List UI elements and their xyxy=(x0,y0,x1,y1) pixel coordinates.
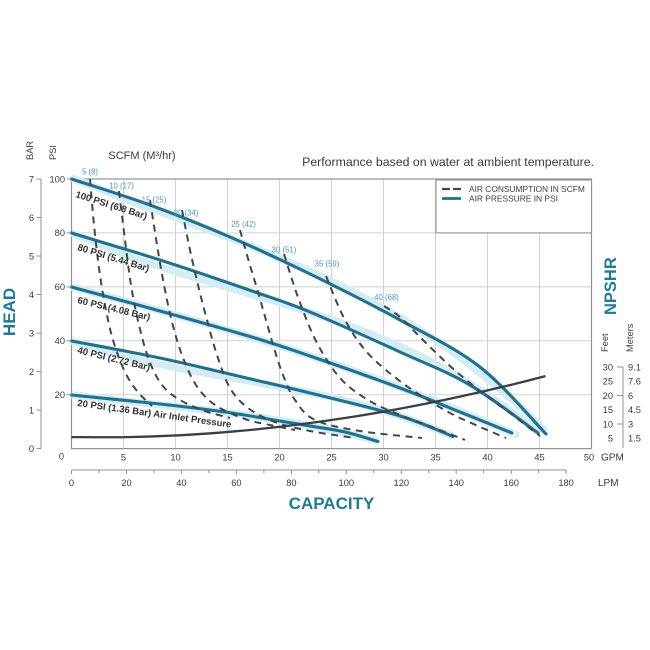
svg-text:45: 45 xyxy=(534,453,544,463)
svg-text:80: 80 xyxy=(286,478,296,488)
svg-text:40: 40 xyxy=(482,453,492,463)
svg-text:5: 5 xyxy=(121,453,126,463)
svg-text:20: 20 xyxy=(55,390,65,400)
svg-text:3: 3 xyxy=(628,419,633,429)
svg-text:40: 40 xyxy=(55,336,65,346)
svg-text:AIR PRESSURE IN PSI: AIR PRESSURE IN PSI xyxy=(469,193,558,203)
svg-text:20: 20 xyxy=(274,453,284,463)
svg-text:Performance based on water at: Performance based on water at ambient te… xyxy=(302,155,594,169)
svg-text:GPM: GPM xyxy=(601,453,624,464)
svg-text:1.5: 1.5 xyxy=(628,434,641,444)
svg-text:0: 0 xyxy=(69,478,74,488)
svg-text:5 (8): 5 (8) xyxy=(82,168,98,177)
svg-text:1: 1 xyxy=(29,405,34,415)
svg-text:6: 6 xyxy=(628,391,633,401)
svg-text:35 (59): 35 (59) xyxy=(315,260,340,269)
svg-text:140: 140 xyxy=(448,478,464,488)
svg-text:6: 6 xyxy=(29,213,34,223)
svg-text:40: 40 xyxy=(176,478,186,488)
svg-text:20: 20 xyxy=(121,478,131,488)
svg-text:25 (42): 25 (42) xyxy=(231,220,256,229)
svg-text:7: 7 xyxy=(29,174,34,184)
svg-text:5: 5 xyxy=(29,251,34,261)
svg-text:NPSHR: NPSHR xyxy=(602,257,620,315)
svg-text:25: 25 xyxy=(603,377,613,387)
svg-text:30 (51): 30 (51) xyxy=(272,246,297,255)
svg-text:BAR: BAR xyxy=(25,141,35,160)
svg-text:120: 120 xyxy=(394,478,410,488)
svg-text:80: 80 xyxy=(55,228,65,238)
svg-text:160: 160 xyxy=(503,478,519,488)
svg-text:60: 60 xyxy=(231,478,241,488)
svg-text:CAPACITY: CAPACITY xyxy=(289,494,375,513)
svg-text:40 (68): 40 (68) xyxy=(374,293,399,302)
svg-text:15: 15 xyxy=(222,453,232,463)
svg-text:30: 30 xyxy=(603,362,613,372)
svg-text:AIR CONSUMPTION IN SCFM: AIR CONSUMPTION IN SCFM xyxy=(469,184,585,194)
svg-text:PSI: PSI xyxy=(48,145,58,160)
svg-text:15: 15 xyxy=(603,405,613,415)
svg-text:10: 10 xyxy=(603,419,613,429)
svg-text:3: 3 xyxy=(29,328,34,338)
svg-text:Feet: Feet xyxy=(600,333,610,352)
svg-text:9.1: 9.1 xyxy=(628,362,641,372)
svg-text:100: 100 xyxy=(339,478,355,488)
svg-text:15 (25): 15 (25) xyxy=(142,196,167,205)
svg-text:5: 5 xyxy=(608,434,613,444)
svg-text:60: 60 xyxy=(55,282,65,292)
svg-text:30: 30 xyxy=(378,453,388,463)
svg-text:0: 0 xyxy=(59,452,64,462)
svg-text:7.6: 7.6 xyxy=(628,377,641,387)
svg-text:0: 0 xyxy=(29,444,34,454)
svg-text:10: 10 xyxy=(170,453,180,463)
svg-text:20: 20 xyxy=(603,391,613,401)
svg-text:100: 100 xyxy=(49,174,65,184)
svg-text:4.5: 4.5 xyxy=(628,405,641,415)
svg-text:4: 4 xyxy=(29,290,34,300)
svg-text:HEAD: HEAD xyxy=(0,288,19,336)
svg-text:50: 50 xyxy=(584,453,594,463)
svg-text:10 (17): 10 (17) xyxy=(109,182,134,191)
svg-text:2: 2 xyxy=(29,367,34,377)
svg-text:180: 180 xyxy=(558,478,574,488)
svg-text:LPM: LPM xyxy=(598,478,619,489)
svg-text:20 (34): 20 (34) xyxy=(174,209,199,218)
svg-text:SCFM (M³/hr): SCFM (M³/hr) xyxy=(108,150,175,162)
svg-text:Meters: Meters xyxy=(625,323,635,352)
svg-text:25: 25 xyxy=(326,453,336,463)
svg-text:35: 35 xyxy=(430,453,440,463)
